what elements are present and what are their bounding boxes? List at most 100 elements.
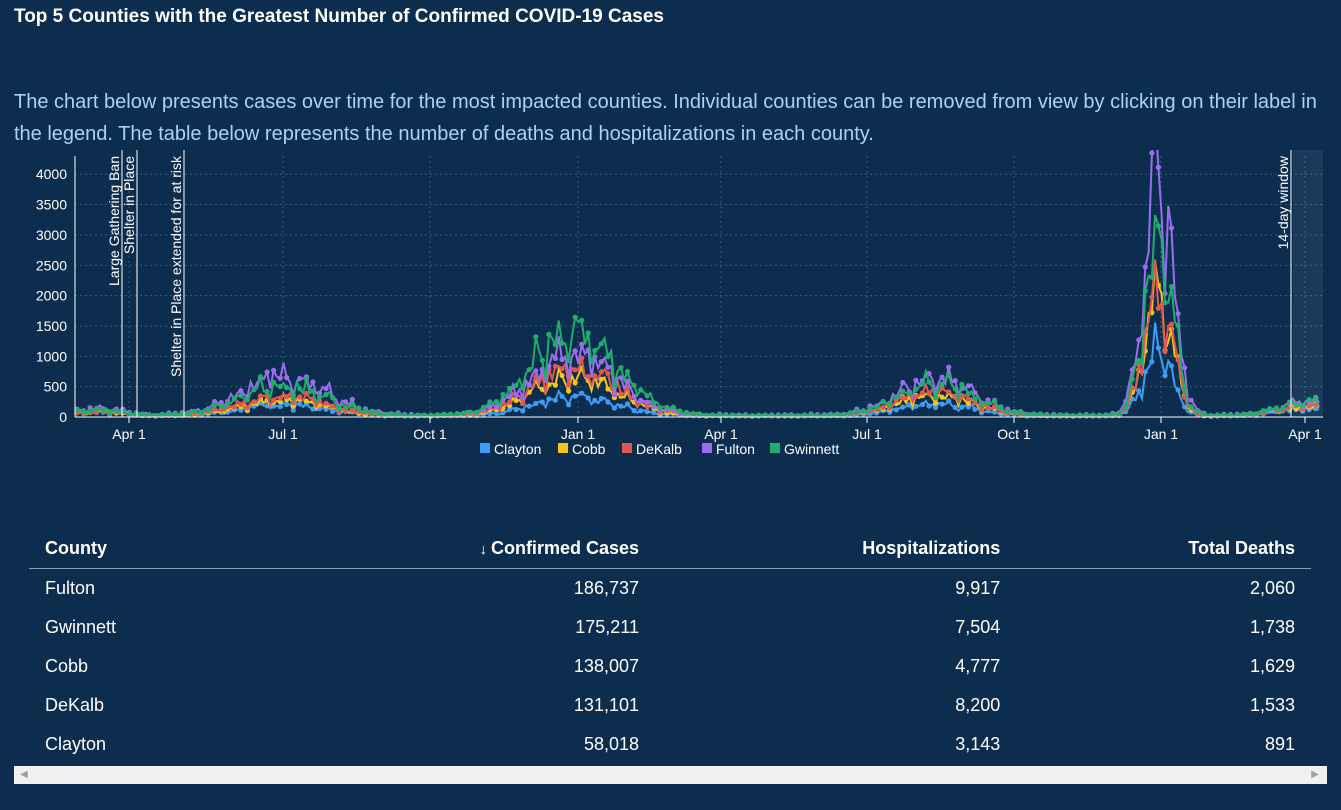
data-point (933, 400, 939, 406)
data-point (1142, 288, 1148, 294)
table-row: Fulton 186,737 9,917 2,060 (29, 569, 1311, 609)
data-point (592, 347, 598, 354)
scroll-right-icon[interactable]: ▶ (1311, 769, 1319, 780)
cell-county: Cobb (45, 656, 89, 676)
data-point (952, 386, 958, 392)
data-point (1175, 311, 1181, 317)
data-point (277, 395, 283, 401)
cell-deaths: 1,629 (1249, 656, 1295, 676)
data-point (205, 407, 211, 413)
table-row: DeKalb 131,101 8,200 1,533 (29, 686, 1311, 725)
legend-item-cobb[interactable]: Cobb (558, 441, 606, 457)
data-point (1142, 369, 1148, 375)
data-point (992, 398, 998, 404)
data-point (828, 412, 834, 418)
cell-cases: 58,018 (583, 734, 639, 754)
legend-item-fulton[interactable]: Fulton (702, 441, 755, 457)
x-tick-label: Apr 1 (704, 426, 738, 442)
data-point (500, 409, 506, 416)
data-point (939, 381, 945, 387)
data-point (860, 408, 867, 414)
data-point (257, 393, 264, 399)
y-tick-label: 3000 (36, 227, 67, 243)
table-row: Gwinnett 175,211 7,504 1,738 (29, 608, 1311, 647)
data-point (1300, 403, 1306, 409)
y-tick-label: 2000 (36, 288, 67, 304)
data-point (657, 405, 663, 411)
data-point (546, 396, 552, 402)
data-point (323, 391, 329, 398)
data-point (330, 403, 336, 409)
data-point (1136, 357, 1142, 363)
data-point (749, 413, 755, 419)
data-point (762, 412, 768, 418)
data-point (1306, 403, 1312, 409)
data-point (566, 373, 572, 379)
col-hospitalizations[interactable]: Hospitalizations (655, 528, 1017, 569)
cell-hospitalizations: 7,504 (955, 617, 1001, 637)
col-total-deaths[interactable]: Total Deaths (1016, 528, 1311, 569)
data-point (107, 410, 113, 416)
data-point (1267, 406, 1273, 412)
data-point (539, 386, 545, 392)
data-point (631, 408, 637, 414)
data-point (159, 412, 165, 418)
legend-item-gwinnett[interactable]: Gwinnett (770, 441, 839, 457)
horizontal-scrollbar[interactable]: ◀ ▶ (14, 766, 1327, 784)
data-point (605, 370, 611, 377)
data-point (126, 411, 132, 417)
y-tick-label: 500 (44, 379, 68, 395)
scroll-left-icon[interactable]: ◀ (20, 769, 28, 780)
col-confirmed-cases[interactable]: ↓ Confirmed Cases (247, 528, 655, 569)
data-point (1129, 376, 1135, 382)
data-point (1182, 404, 1188, 410)
data-point (900, 395, 906, 401)
data-point (880, 404, 886, 410)
data-point (913, 393, 919, 400)
x-tick-label: Jan 1 (1144, 426, 1178, 442)
col-county[interactable]: County (29, 528, 248, 569)
legend-item-dekalb[interactable]: DeKalb (622, 441, 682, 457)
data-point (651, 400, 657, 406)
x-tick-label: Oct 1 (413, 426, 447, 442)
data-point (624, 378, 631, 384)
data-point (552, 382, 559, 388)
data-point (677, 408, 683, 414)
data-point (1168, 321, 1175, 327)
county-table: County ↓ Confirmed Cases Hospitalizations… (29, 528, 1311, 764)
data-point (572, 380, 578, 386)
data-point (120, 408, 126, 414)
data-point (500, 391, 506, 398)
data-point (349, 401, 355, 407)
data-point (1155, 345, 1161, 351)
cell-hospitalizations: 3,143 (955, 734, 1001, 754)
data-point (133, 410, 139, 416)
data-point (1136, 388, 1142, 394)
data-point (1273, 405, 1279, 411)
data-point (834, 411, 840, 418)
data-point (1149, 274, 1155, 280)
data-point (644, 409, 650, 415)
data-point (277, 383, 283, 390)
data-point (212, 402, 218, 408)
cell-cases: 138,007 (573, 656, 639, 676)
data-point (284, 401, 290, 407)
table-row: Cobb 138,007 4,777 1,629 (29, 647, 1311, 686)
legend-swatch (622, 443, 632, 453)
data-point (513, 382, 519, 389)
data-point (998, 404, 1004, 410)
data-point (1280, 404, 1286, 411)
cell-county: Clayton (45, 734, 107, 754)
x-tick-label: Jul 1 (852, 426, 882, 442)
data-point (382, 412, 388, 418)
data-point (441, 411, 447, 417)
data-point (598, 376, 604, 382)
data-point (539, 399, 545, 405)
data-point (900, 379, 906, 386)
data-point (598, 359, 604, 365)
data-point (664, 404, 670, 410)
data-point (533, 400, 539, 407)
data-point (526, 403, 532, 409)
legend-item-clayton[interactable]: Clayton (480, 441, 541, 457)
data-point (867, 405, 873, 411)
